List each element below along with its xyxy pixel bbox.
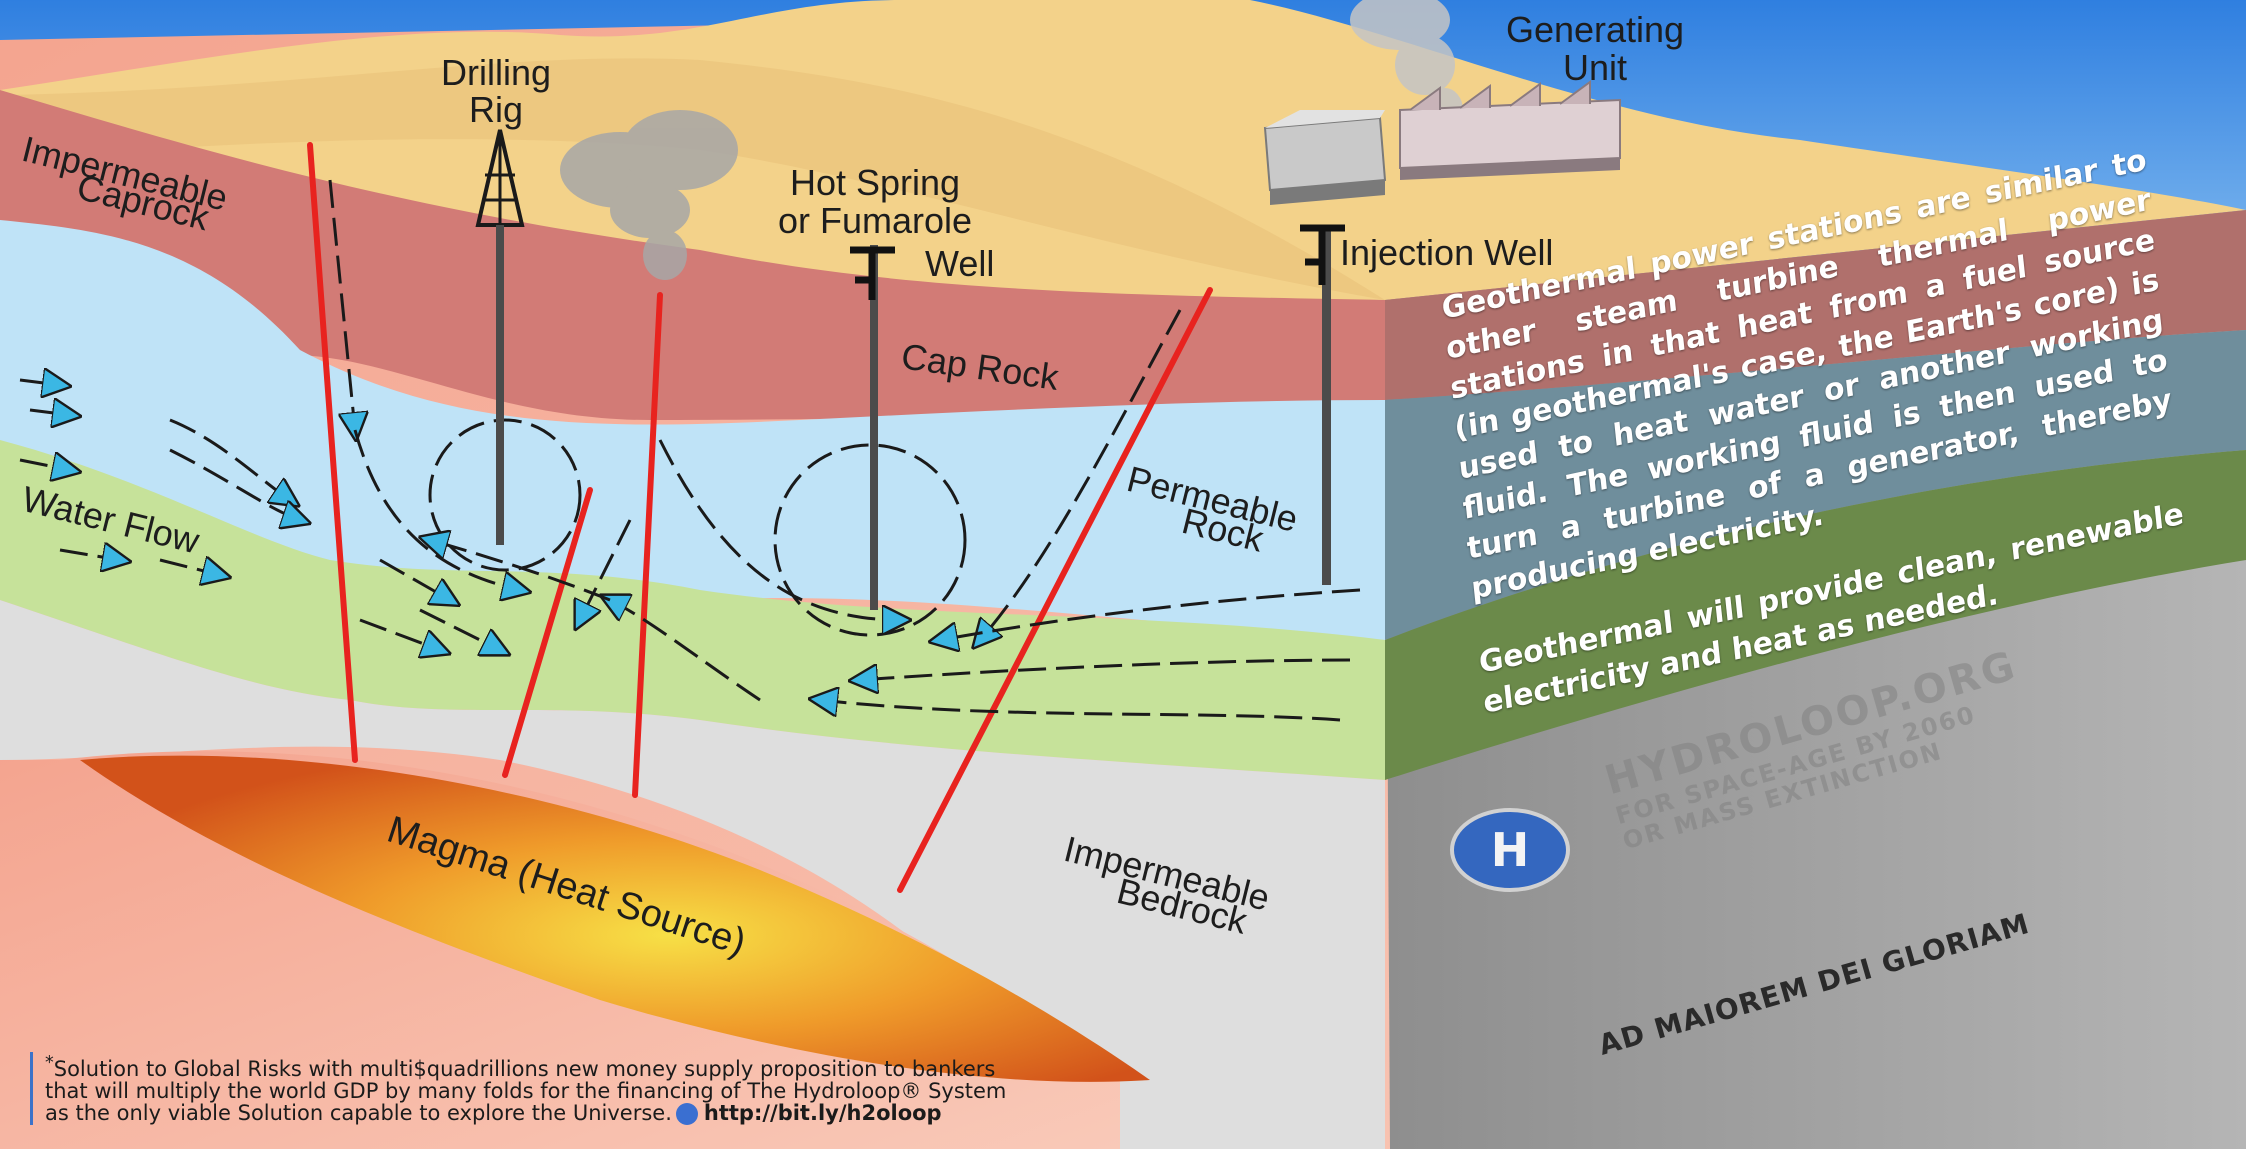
drilling-rig-label-1: Drilling bbox=[441, 52, 551, 93]
flow-arrows bbox=[19, 179, 1361, 722]
footnote-line-2: that will multiply the world GDP by many… bbox=[45, 1079, 1007, 1103]
magma-chamber bbox=[80, 755, 1150, 1082]
svg-text:H: H bbox=[1491, 823, 1530, 877]
injection-well-label: Injection Well bbox=[1340, 232, 1553, 273]
drilling-rig bbox=[475, 129, 525, 545]
steam-cloud bbox=[560, 110, 738, 280]
footnote-line-1: *Solution to Global Risks with multi$qua… bbox=[45, 1052, 1305, 1080]
footnote-line-1-text: Solution to Global Risks with multi$quad… bbox=[53, 1057, 996, 1081]
production-well bbox=[850, 245, 895, 610]
footnote-line-3: as the only viable Solution capable to e… bbox=[45, 1102, 1305, 1125]
generating-unit-label-1: Generating bbox=[1506, 9, 1684, 50]
globe-icon bbox=[675, 1103, 698, 1125]
hot-spring-label-1: Hot Spring bbox=[790, 162, 960, 203]
drilling-rig-label-2: Rig bbox=[469, 89, 523, 130]
injection-well bbox=[1300, 224, 1345, 585]
hot-spring-label-2: or Fumarole bbox=[778, 200, 972, 241]
generating-unit bbox=[1263, 80, 1621, 205]
right-permeable bbox=[1385, 330, 2246, 640]
generating-unit-label-2: Unit bbox=[1563, 47, 1627, 88]
footnote-line-3-text: as the only viable Solution capable to e… bbox=[45, 1101, 672, 1125]
right-caprock bbox=[1385, 210, 2246, 400]
hydroloop-logo: H bbox=[1450, 808, 1570, 892]
footnote: *Solution to Global Risks with multi$qua… bbox=[30, 1052, 1305, 1125]
footnote-star: * bbox=[45, 1053, 54, 1073]
right-water-layer bbox=[1385, 450, 2246, 780]
fault-lines bbox=[307, 142, 1213, 893]
water-flow-layer bbox=[0, 440, 1385, 780]
permeable-rock-layer bbox=[0, 220, 1385, 640]
well-label: Well bbox=[925, 243, 994, 284]
surface-ridge bbox=[0, 58, 1385, 300]
footnote-link[interactable]: http://bit.ly/h2oloop bbox=[703, 1101, 942, 1125]
